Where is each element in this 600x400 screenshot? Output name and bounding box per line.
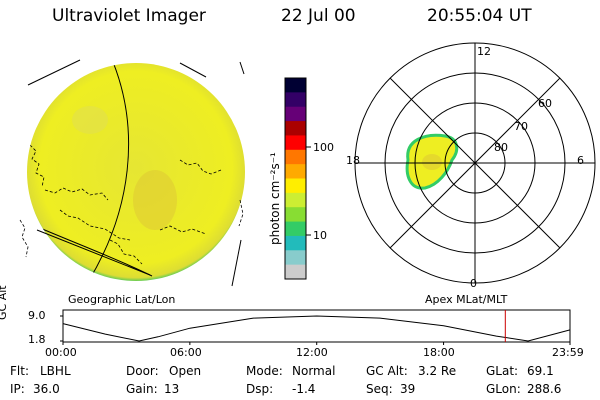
lat-label-80: 80 (494, 141, 508, 154)
filter-value: LBHL (40, 364, 71, 378)
colorbar-unit-label: photon cm⁻²s⁻¹ (268, 152, 282, 245)
dsp-value: -1.4 (292, 382, 316, 396)
colorbar-segment (285, 250, 306, 266)
colorbar-segment (285, 135, 306, 151)
alt-ytick-9: 9.0 (28, 309, 46, 322)
colorbar-segment (285, 221, 306, 237)
alt-xtick-1800: 18:00 (423, 346, 455, 359)
mlt-label-6: 6 (577, 154, 584, 167)
lat-label-70: 70 (514, 120, 528, 133)
colorbar-segment (285, 178, 306, 194)
glat-label: GLat: (486, 364, 519, 378)
color-bar (285, 78, 306, 280)
colorbar-segment (285, 207, 306, 223)
colorbar-segment (285, 235, 306, 251)
colorbar-tick-10: 10 (313, 229, 327, 242)
colorbar-segment (285, 192, 306, 208)
glon-label: GLon: (486, 382, 521, 396)
colorbar-segment (285, 92, 306, 108)
colorbar-segment (285, 164, 306, 179)
colorbar-segment (285, 106, 306, 122)
dsp-label: Dsp: (246, 382, 274, 396)
seq-value: 39 (400, 382, 416, 396)
geographic-caption: Geographic Lat/Lon (68, 293, 176, 306)
door-label: Door: (126, 364, 159, 378)
colorbar-segment (285, 264, 306, 280)
alt-xtick-2359: 23:59 (552, 346, 584, 359)
colorbar-segment (285, 78, 306, 93)
gcalt-value: 3.2 Re (418, 364, 457, 378)
gcalt-label: GC Alt: (366, 364, 408, 378)
mlt-label-12: 12 (477, 45, 491, 58)
instrument-title: Ultraviolet Imager (52, 6, 206, 26)
earth-disk-image (19, 59, 245, 287)
colorbar-tick-100: 100 (313, 141, 334, 154)
glon-value: 288.6 (527, 382, 562, 396)
colorbar-segment (285, 121, 306, 136)
alt-xtick-1200: 12:00 (296, 346, 328, 359)
alt-ytick-1-8: 1.8 (28, 333, 46, 346)
filter-label: Flt: (10, 364, 29, 378)
ip-value: 36.0 (33, 382, 60, 396)
mode-value: Normal (292, 364, 336, 378)
door-value: Open (169, 364, 202, 378)
gain-value: 13 (164, 382, 180, 396)
altitude-plot (60, 309, 571, 345)
colorbar-segment (285, 149, 306, 165)
time-label: 20:55:04 UT (427, 6, 532, 26)
lat-label-60: 60 (538, 97, 552, 110)
mode-label: Mode: (246, 364, 283, 378)
polar-plot (354, 42, 596, 284)
alt-xtick-0600: 06:00 (170, 346, 202, 359)
apex-caption: Apex MLat/MLT (425, 293, 508, 306)
date-label: 22 Jul 00 (281, 6, 356, 26)
seq-label: Seq: (366, 382, 393, 396)
ip-label: IP: (10, 382, 25, 396)
gain-label: Gain: (126, 382, 158, 396)
alt-xtick-0000: 00:00 (45, 346, 77, 359)
glat-value: 69.1 (527, 364, 554, 378)
mlt-label-18: 18 (346, 154, 360, 167)
altitude-curve (62, 315, 571, 342)
mlt-label-0: 0 (470, 277, 477, 290)
